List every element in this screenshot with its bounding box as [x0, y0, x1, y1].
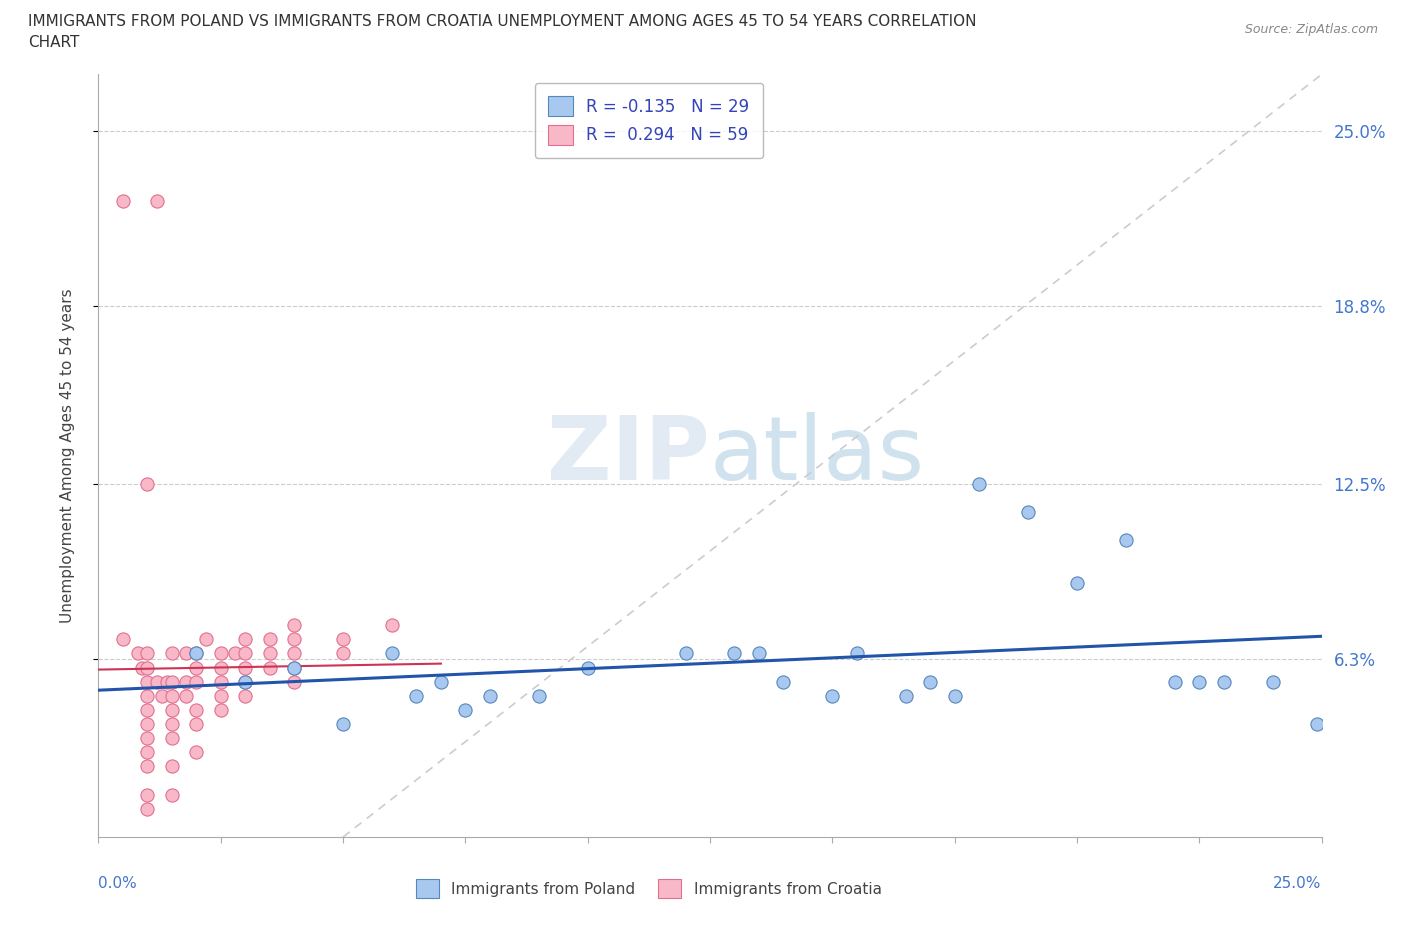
Point — [283, 660, 305, 675]
Point — [209, 646, 232, 661]
Point — [186, 717, 208, 732]
Point — [943, 688, 966, 703]
Point — [136, 717, 159, 732]
Point — [920, 674, 942, 689]
Text: IMMIGRANTS FROM POLAND VS IMMIGRANTS FROM CROATIA UNEMPLOYMENT AMONG AGES 45 TO : IMMIGRANTS FROM POLAND VS IMMIGRANTS FRO… — [28, 14, 977, 29]
Point — [381, 618, 404, 632]
Point — [259, 660, 281, 675]
Point — [259, 631, 281, 646]
Point — [111, 194, 134, 209]
Point — [136, 745, 159, 760]
Point — [160, 702, 183, 717]
Point — [283, 631, 305, 646]
Text: 25.0%: 25.0% — [1274, 876, 1322, 891]
Point — [146, 194, 169, 209]
Point — [160, 717, 183, 732]
Point — [405, 688, 427, 703]
Point — [967, 476, 990, 491]
Point — [136, 476, 159, 491]
Point — [176, 688, 198, 703]
Point — [136, 787, 159, 802]
Point — [209, 660, 232, 675]
Point — [176, 646, 198, 661]
Point — [259, 646, 281, 661]
Point — [527, 688, 550, 703]
Point — [233, 660, 256, 675]
Point — [723, 646, 745, 661]
Point — [136, 688, 159, 703]
Point — [381, 646, 404, 661]
Point — [111, 631, 134, 646]
Point — [224, 646, 246, 661]
Point — [160, 731, 183, 746]
Y-axis label: Unemployment Among Ages 45 to 54 years: Unemployment Among Ages 45 to 54 years — [60, 288, 75, 623]
Point — [1164, 674, 1187, 689]
Point — [1188, 674, 1211, 689]
Point — [136, 702, 159, 717]
Point — [576, 660, 599, 675]
Point — [478, 688, 501, 703]
Point — [209, 702, 232, 717]
Point — [1066, 576, 1088, 591]
Text: CHART: CHART — [28, 35, 80, 50]
Text: Source: ZipAtlas.com: Source: ZipAtlas.com — [1244, 23, 1378, 36]
Point — [186, 646, 208, 661]
Point — [283, 618, 305, 632]
Point — [1017, 505, 1039, 520]
Point — [894, 688, 917, 703]
Point — [136, 759, 159, 774]
Point — [160, 674, 183, 689]
Point — [136, 731, 159, 746]
Point — [150, 688, 173, 703]
Point — [136, 802, 159, 817]
Point — [160, 787, 183, 802]
Point — [176, 674, 198, 689]
Point — [136, 646, 159, 661]
Point — [131, 660, 153, 675]
Point — [186, 646, 208, 661]
Point — [233, 646, 256, 661]
Point — [1212, 674, 1234, 689]
Point — [845, 646, 868, 661]
Point — [233, 674, 256, 689]
Point — [772, 674, 794, 689]
Point — [748, 646, 770, 661]
Point — [186, 674, 208, 689]
Point — [233, 631, 256, 646]
Point — [127, 646, 149, 661]
Point — [233, 674, 256, 689]
Point — [283, 674, 305, 689]
Point — [283, 660, 305, 675]
Point — [430, 674, 453, 689]
Point — [675, 646, 697, 661]
Point — [821, 688, 844, 703]
Legend: Immigrants from Poland, Immigrants from Croatia: Immigrants from Poland, Immigrants from … — [409, 871, 889, 906]
Point — [454, 702, 477, 717]
Point — [160, 759, 183, 774]
Text: atlas: atlas — [710, 412, 925, 499]
Text: ZIP: ZIP — [547, 412, 710, 499]
Point — [233, 688, 256, 703]
Point — [146, 674, 169, 689]
Point — [186, 660, 208, 675]
Point — [332, 717, 354, 732]
Point — [332, 646, 354, 661]
Point — [160, 646, 183, 661]
Point — [136, 674, 159, 689]
Text: 0.0%: 0.0% — [98, 876, 138, 891]
Point — [1306, 717, 1329, 732]
Point — [156, 674, 179, 689]
Point — [1115, 533, 1137, 548]
Point — [209, 688, 232, 703]
Point — [186, 745, 208, 760]
Point — [136, 660, 159, 675]
Point — [195, 631, 218, 646]
Point — [332, 631, 354, 646]
Point — [160, 688, 183, 703]
Point — [1261, 674, 1284, 689]
Point — [283, 646, 305, 661]
Point — [186, 702, 208, 717]
Point — [209, 674, 232, 689]
